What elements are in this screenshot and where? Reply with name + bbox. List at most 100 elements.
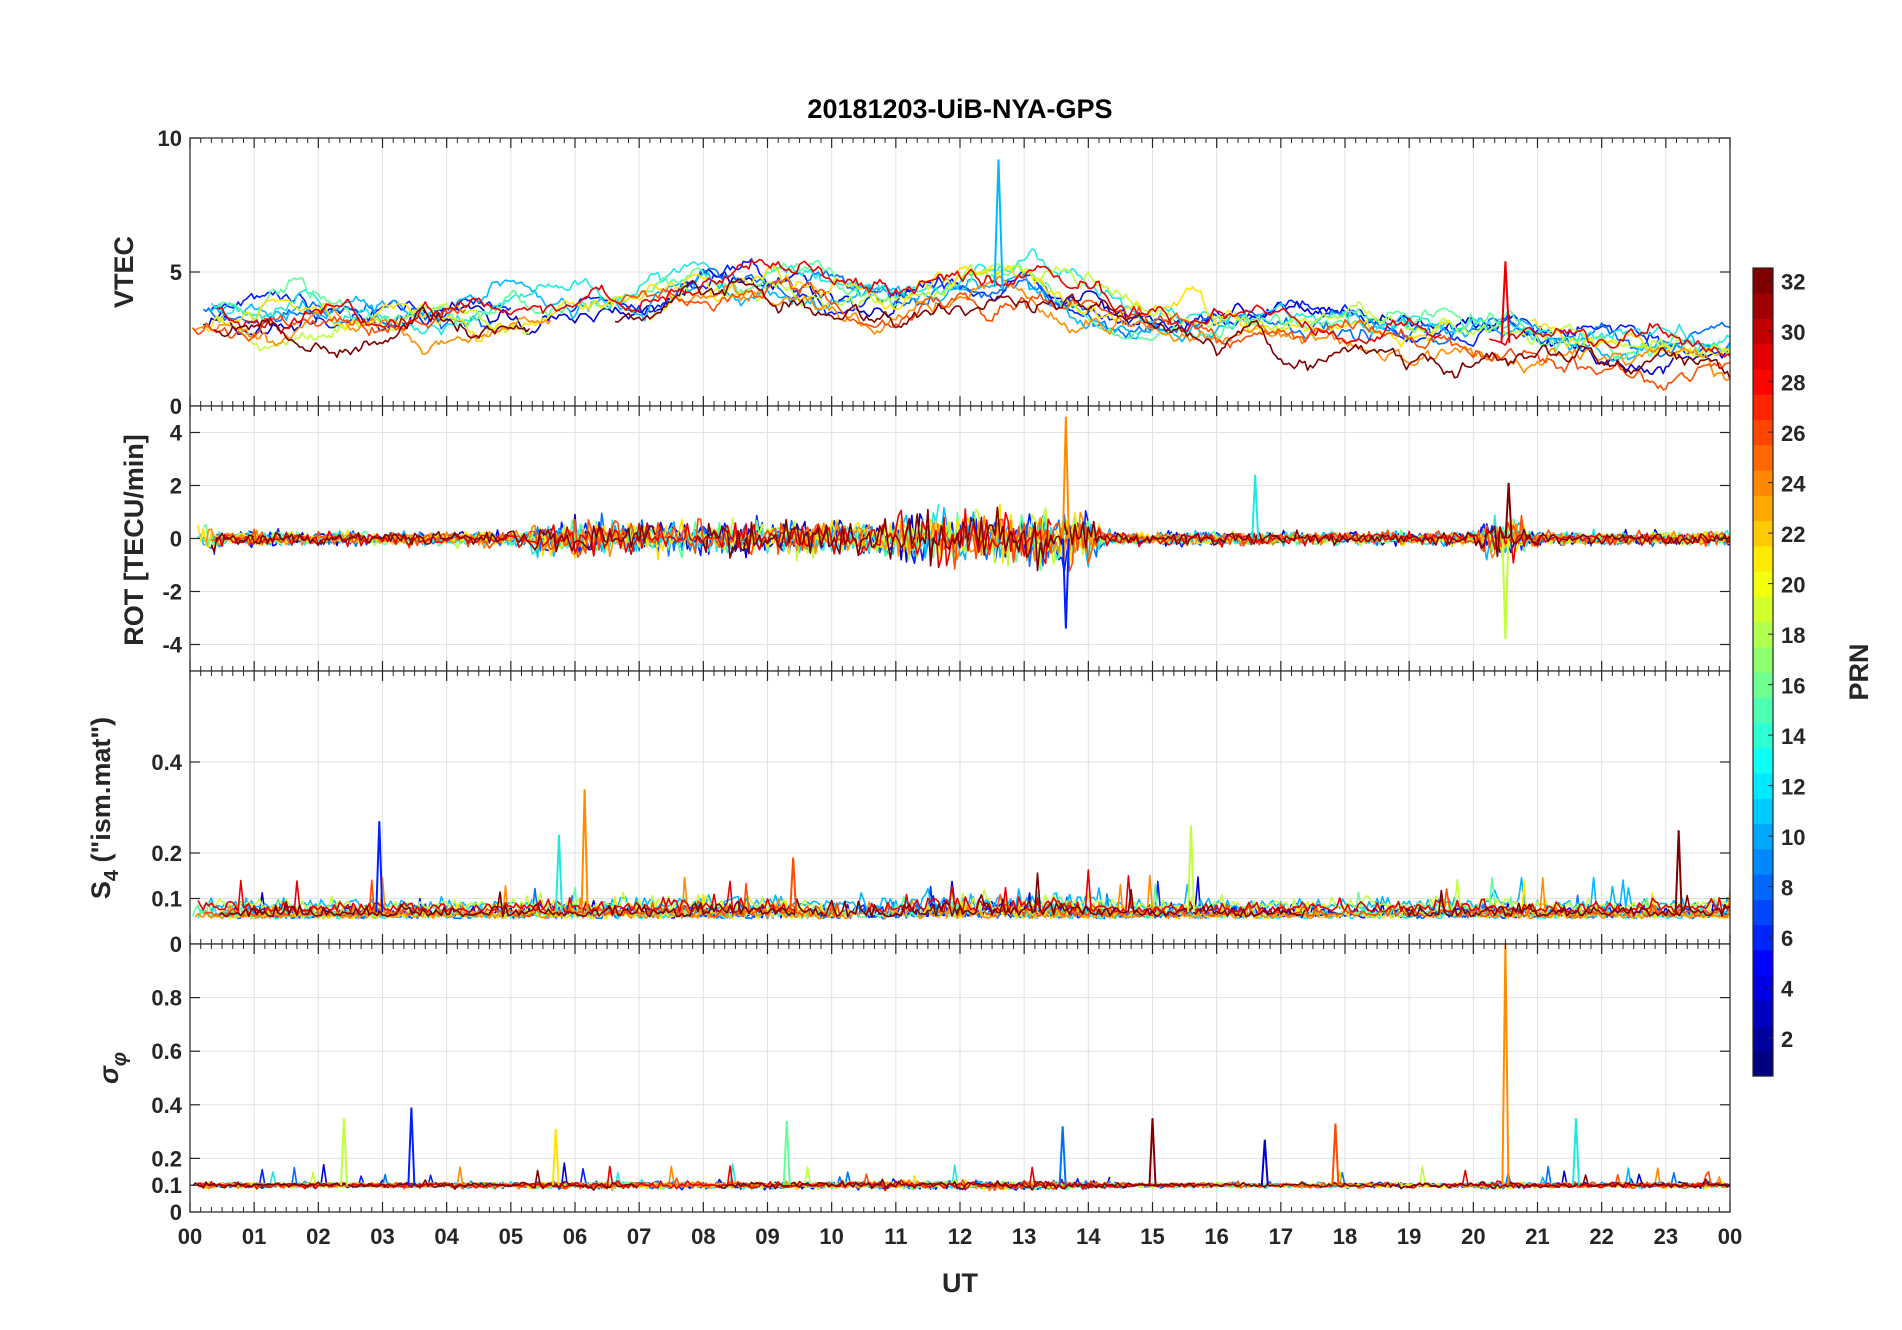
colorbar-segment [1753,369,1773,395]
sigma-y-tick-label: 0.8 [151,986,182,1011]
vtec-series [192,159,1730,391]
colorbar-segment [1753,949,1773,976]
chart-title: 20181203-UiB-NYA-GPS [807,94,1112,124]
colorbar-tick-label: 12 [1781,775,1805,800]
colorbar-segment [1753,394,1773,421]
colorbar-segment [1753,571,1773,597]
rot-y-ticks: -4 -2 0 2 4 [162,421,1730,658]
rot-spike [1061,416,1070,539]
s4-label-subscript: 4 [101,869,123,881]
colorbar-segment [1753,343,1773,370]
rot-spike [1504,482,1513,539]
s4-label-rest: ("ism.mat") [86,717,116,870]
x-tick-label: 14 [1076,1224,1101,1249]
colorbar-tick-label: 30 [1781,320,1805,345]
colorbar-segment [1753,924,1773,951]
vtec-series-prn-8 [202,267,1730,358]
rot-series-prn-32 [210,506,1730,572]
sigma-y-axis-label: σφ [94,1052,131,1084]
colorbar-tick-label: 10 [1781,825,1805,850]
s4-series [191,789,1730,920]
rot-y-tick-label: -2 [162,580,182,605]
colorbar-segment [1753,621,1773,648]
x-tick-label: 04 [434,1224,459,1249]
x-tick-label: 10 [819,1224,843,1249]
sigma-series [192,944,1730,1192]
colorbar-segment [1753,419,1773,446]
x-tick-label: 18 [1333,1224,1357,1249]
rot-series [197,416,1730,640]
x-tick-label: 23 [1654,1224,1678,1249]
colorbar-segment [1753,293,1773,320]
sigma-label-main: σ [94,1065,124,1084]
rot-panel: -4 -2 0 2 4 ROT [TECU/min] [119,405,1731,672]
sigma-y-tick-label: 0.6 [151,1039,182,1064]
colorbar-tick-label: 8 [1781,876,1793,901]
rot-y-axis-label: ROT [TECU/min] [119,434,149,645]
s4-series-prn-29 [197,869,1730,913]
colorbar-segment [1753,545,1773,572]
vtec-series-prn-32 [213,278,1730,380]
colorbar-gradient [1753,268,1773,1077]
vtec-panel: 0 5 10 VTEC [109,126,1731,419]
colorbar-segment [1753,646,1773,673]
x-tick-label: 22 [1589,1224,1613,1249]
sigma-spike [340,1118,348,1186]
sigma-label-subscript: φ [109,1052,131,1066]
colorbar-tick-label: 4 [1781,977,1794,1002]
s4-spike [375,821,384,913]
colorbar-segment [1753,975,1773,1001]
colorbar-segment [1753,318,1773,345]
colorbar-segment [1753,697,1773,724]
colorbar-tick-label: 6 [1781,926,1793,951]
x-tick-label: 05 [499,1224,523,1249]
colorbar-tick-label: 18 [1781,623,1805,648]
sigma-spike [1501,944,1510,1186]
rot-x-ticks [189,406,1731,671]
s4-spike [1187,825,1195,913]
rot-y-tick-label: 4 [170,421,183,446]
s4-y-tick-label: 0 [170,932,182,957]
colorbar-tick-label: 28 [1781,371,1805,396]
colorbar-segment [1753,268,1773,294]
x-tick-label: 15 [1140,1224,1164,1249]
s4-label-main: S [86,881,116,899]
colorbar-segment [1753,495,1773,522]
rot-y-tick-label: 2 [170,474,182,499]
x-tick-label: 19 [1397,1224,1421,1249]
sigma-y-tick-label: 0.2 [151,1146,182,1171]
s4-y-tick-label: 0.2 [151,841,182,866]
sigma-spike [1148,1118,1157,1186]
sigma-x-ticks [189,944,1731,1212]
sigma-spike [407,1107,416,1186]
colorbar-segment [1753,672,1773,698]
colorbar-tick-label: 32 [1781,270,1805,295]
rot-y-tick-label: -4 [162,633,182,658]
s4-y-tick-label: 0.4 [151,750,182,775]
x-tick-labels: 00 01 02 03 04 05 06 07 08 09 10 11 12 13 14 15 16 17 18 19… [178,1224,1742,1249]
sigma-phi-panel: 00.10.2 0.4 0.6 0.8 σφ [94,943,1731,1225]
sigma-y-ticks: 00.10.2 0.4 0.6 0.8 [151,986,1730,1225]
vtec-y-ticks: 0 5 10 [158,126,1730,419]
s4-series-prn-26 [203,879,1730,918]
x-tick-label: 20 [1461,1224,1485,1249]
colorbar-segment [1753,444,1773,471]
colorbar-tick-label: 2 [1781,1027,1793,1052]
sigma-spike [1058,1126,1067,1186]
colorbar-tick-label: 20 [1781,573,1805,598]
vtec-series-prn-24 [192,275,1730,382]
colorbar-segment [1753,823,1773,850]
sigma-y-tick-label: 0.4 [151,1093,182,1118]
s4-panel: 0 0.1 0.2 0.4 S4 ("ism.mat") [86,670,1731,957]
sigma-y-tick-label: 0.1 [151,1173,182,1198]
vtec-peak [1500,261,1511,344]
colorbar-tick-label: 14 [1781,724,1806,749]
vtec-peak [993,159,1004,286]
colorbar-segment [1753,520,1773,547]
s4-spike [580,789,589,913]
s4-y-tick-label: 0.1 [151,887,182,912]
vtec-y-axis-label: VTEC [109,236,139,308]
x-tick-label: 00 [178,1224,202,1249]
